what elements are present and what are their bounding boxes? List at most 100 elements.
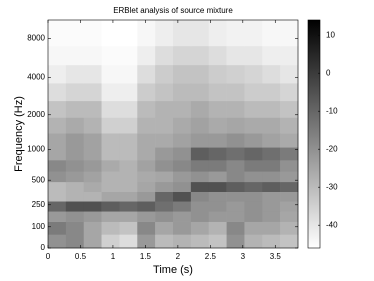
heatmap-cell: [155, 45, 174, 66]
heatmap-cell: [48, 234, 67, 249]
heatmap-cell: [173, 191, 192, 202]
heatmap-cell: [173, 147, 192, 161]
heatmap-cell: [226, 147, 245, 161]
heatmap-cell: [83, 160, 102, 172]
heatmap-cell: [244, 171, 263, 183]
heatmap-cell: [262, 171, 281, 183]
heatmap-cell: [48, 191, 67, 202]
heatmap-cell: [155, 117, 174, 134]
heatmap-cell: [244, 160, 263, 172]
heatmap-cell: [173, 64, 192, 84]
heatmap-cell: [83, 133, 102, 148]
heatmap-cell: [208, 20, 227, 47]
x-tick-label: 0.5: [75, 252, 87, 261]
heatmap-cell: [173, 181, 192, 192]
heatmap-cell: [65, 221, 85, 235]
heatmap-cell: [83, 117, 102, 134]
heatmap-cell: [190, 147, 210, 161]
heatmap-cell: [119, 201, 138, 212]
heatmap-cell: [208, 117, 227, 134]
heatmap-cell: [83, 45, 102, 66]
heatmap-cell: [190, 100, 210, 118]
heatmap-cell: [190, 171, 210, 183]
heatmap-cell: [208, 191, 227, 202]
heatmap-cell: [119, 133, 138, 148]
x-tick-label: 1: [111, 252, 116, 261]
heatmap-cell: [280, 83, 299, 102]
heatmap-cell: [48, 45, 67, 66]
heatmap-cell: [226, 211, 245, 222]
heatmap-cell: [137, 234, 156, 249]
heatmap-cell: [244, 191, 263, 202]
heatmap-cell: [208, 234, 227, 249]
heatmap-cell: [280, 181, 299, 192]
y-tick-label: 100: [32, 222, 46, 231]
heatmap-cell: [226, 133, 245, 148]
heatmap-cell: [190, 201, 210, 212]
heatmap-cell: [280, 171, 299, 183]
heatmap-cell: [65, 45, 85, 66]
heatmap-cell: [101, 191, 120, 202]
heatmap-cell: [83, 211, 102, 222]
colorbar-tick-label: -10: [326, 106, 338, 115]
heatmap-cell: [83, 201, 102, 212]
heatmap-cell: [208, 64, 227, 84]
heatmap-cell: [226, 191, 245, 202]
heatmap-cell: [119, 64, 138, 84]
heatmap-cell: [208, 100, 227, 118]
heatmap-cell: [137, 181, 156, 192]
heatmap-cell: [173, 171, 192, 183]
heatmap-cell: [226, 100, 245, 118]
heatmap-cell: [119, 171, 138, 183]
heatmap-cell: [119, 100, 138, 118]
y-axis-label: Frequency (Hz): [13, 96, 25, 172]
heatmap-cell: [155, 64, 174, 84]
heatmap-cell: [226, 160, 245, 172]
heatmap-cell: [208, 83, 227, 102]
heatmap-cell: [208, 171, 227, 183]
heatmap-cell: [83, 221, 102, 235]
heatmap-cell: [208, 211, 227, 222]
heatmap-cell: [155, 160, 174, 172]
heatmap-cell: [244, 117, 263, 134]
heatmap-cell: [101, 171, 120, 183]
y-tick-label: 500: [32, 175, 46, 184]
y-tick-label: 8000: [27, 33, 45, 42]
heatmap-cell: [137, 211, 156, 222]
heatmap-cell: [65, 133, 85, 148]
heatmap-cell: [65, 147, 85, 161]
heatmap-cell: [173, 234, 192, 249]
heatmap-cell: [101, 45, 120, 66]
plot-area: [48, 20, 299, 249]
heatmap-cell: [173, 160, 192, 172]
heatmap-cell: [173, 20, 192, 47]
heatmap-cell: [155, 100, 174, 118]
heatmap-cell: [280, 20, 299, 47]
heatmap-cell: [137, 133, 156, 148]
y-tick-label: 0: [41, 243, 46, 252]
heatmap-cell: [65, 160, 85, 172]
heatmap-cell: [262, 64, 281, 84]
heatmap-cell: [190, 133, 210, 148]
x-tick-label: 1.5: [140, 252, 152, 261]
x-axis-label: Time (s): [153, 264, 193, 276]
heatmap-cell: [262, 45, 281, 66]
heatmap-cell: [155, 20, 174, 47]
heatmap-cell: [190, 20, 210, 47]
heatmap-cell: [65, 201, 85, 212]
heatmap-cell: [190, 45, 210, 66]
heatmap-cell: [190, 83, 210, 102]
heatmap-cell: [280, 201, 299, 212]
colorbar-tick-label: -30: [326, 182, 338, 191]
heatmap-cell: [101, 147, 120, 161]
heatmap-cell: [48, 100, 67, 118]
heatmap-cell: [48, 160, 67, 172]
heatmap-cell: [173, 45, 192, 66]
heatmap-cell: [244, 147, 263, 161]
heatmap-cell: [137, 221, 156, 235]
heatmap-cell: [244, 221, 263, 235]
heatmap-cell: [101, 117, 120, 134]
heatmap-cell: [280, 211, 299, 222]
heatmap-cell: [226, 20, 245, 47]
